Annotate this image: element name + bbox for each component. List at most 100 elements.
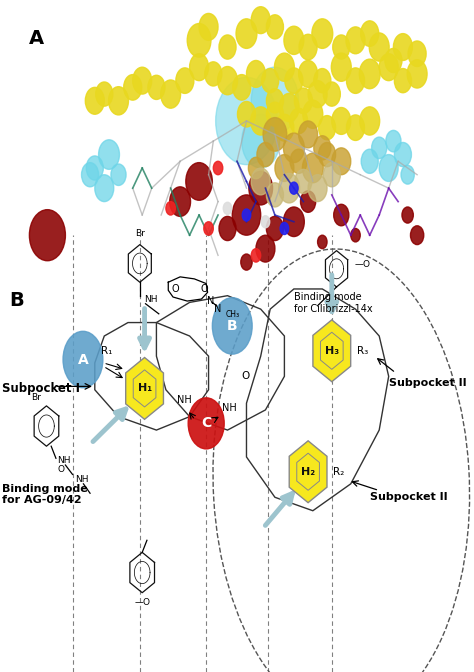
Circle shape xyxy=(249,171,273,205)
Circle shape xyxy=(332,148,351,175)
Circle shape xyxy=(346,68,365,93)
Text: O: O xyxy=(57,465,64,474)
Circle shape xyxy=(301,191,316,212)
Circle shape xyxy=(361,21,379,46)
Circle shape xyxy=(323,163,340,187)
Circle shape xyxy=(248,157,264,179)
Circle shape xyxy=(407,60,427,88)
Circle shape xyxy=(266,102,283,126)
Text: Binding mode
for Cilibrizzi-14x: Binding mode for Cilibrizzi-14x xyxy=(294,292,373,314)
Circle shape xyxy=(295,169,312,194)
Circle shape xyxy=(361,149,378,173)
Circle shape xyxy=(290,182,298,194)
Circle shape xyxy=(251,7,270,34)
Circle shape xyxy=(233,75,251,100)
Text: NH: NH xyxy=(145,294,158,304)
Circle shape xyxy=(385,48,402,73)
Circle shape xyxy=(331,53,351,81)
Circle shape xyxy=(290,108,308,134)
Circle shape xyxy=(346,27,365,54)
Circle shape xyxy=(379,54,398,81)
Circle shape xyxy=(251,249,261,262)
Circle shape xyxy=(133,67,152,94)
Circle shape xyxy=(266,15,283,39)
Circle shape xyxy=(302,153,323,183)
Circle shape xyxy=(205,62,222,86)
Circle shape xyxy=(232,195,261,235)
Circle shape xyxy=(242,209,251,221)
Circle shape xyxy=(261,216,270,228)
Circle shape xyxy=(319,142,336,167)
Circle shape xyxy=(308,175,327,202)
Text: —O: —O xyxy=(134,598,150,607)
Circle shape xyxy=(299,60,318,87)
Circle shape xyxy=(95,175,114,202)
Circle shape xyxy=(394,69,411,93)
Text: Subpocket I: Subpocket I xyxy=(2,382,81,395)
Circle shape xyxy=(148,75,165,99)
Text: B: B xyxy=(9,291,24,310)
Circle shape xyxy=(285,68,303,93)
Circle shape xyxy=(161,80,181,108)
Circle shape xyxy=(257,142,274,167)
Text: NH: NH xyxy=(75,475,88,485)
Circle shape xyxy=(263,118,287,151)
Text: O: O xyxy=(172,284,179,294)
Polygon shape xyxy=(313,320,351,382)
Circle shape xyxy=(170,187,191,216)
Circle shape xyxy=(176,68,194,93)
Circle shape xyxy=(251,67,299,134)
Polygon shape xyxy=(289,441,327,503)
Circle shape xyxy=(216,77,277,165)
Circle shape xyxy=(360,107,380,135)
Text: H₁: H₁ xyxy=(137,384,152,393)
Circle shape xyxy=(190,54,209,81)
Circle shape xyxy=(218,67,237,95)
Text: O: O xyxy=(241,372,250,381)
Circle shape xyxy=(323,82,340,106)
Circle shape xyxy=(212,298,252,354)
Circle shape xyxy=(294,88,312,114)
Circle shape xyxy=(410,226,424,245)
Text: NH: NH xyxy=(177,395,192,405)
Circle shape xyxy=(241,254,252,270)
Circle shape xyxy=(109,87,128,115)
Circle shape xyxy=(386,130,401,152)
Text: N: N xyxy=(207,296,215,306)
Text: H₃: H₃ xyxy=(325,346,339,355)
Circle shape xyxy=(96,82,113,106)
Circle shape xyxy=(251,168,270,195)
Circle shape xyxy=(299,121,318,148)
Text: Br: Br xyxy=(31,393,41,402)
Circle shape xyxy=(333,35,350,59)
Circle shape xyxy=(401,165,414,184)
Text: NH: NH xyxy=(57,456,70,466)
Text: Subpocket II: Subpocket II xyxy=(389,378,466,388)
Text: C: C xyxy=(201,417,211,430)
Text: —O: —O xyxy=(355,260,371,269)
Circle shape xyxy=(393,34,412,60)
Text: CH₃: CH₃ xyxy=(225,310,239,319)
Circle shape xyxy=(219,35,236,59)
Circle shape xyxy=(369,33,389,61)
Circle shape xyxy=(199,13,218,40)
Circle shape xyxy=(262,69,279,93)
Circle shape xyxy=(299,34,317,60)
Circle shape xyxy=(314,136,331,160)
Circle shape xyxy=(213,161,223,175)
Circle shape xyxy=(394,142,411,167)
Polygon shape xyxy=(297,453,319,491)
Circle shape xyxy=(85,87,104,114)
Text: NH: NH xyxy=(222,403,237,413)
Circle shape xyxy=(188,398,224,449)
Circle shape xyxy=(99,140,119,169)
Circle shape xyxy=(379,155,398,181)
Circle shape xyxy=(29,210,65,261)
Circle shape xyxy=(284,26,304,54)
Circle shape xyxy=(402,207,413,223)
Circle shape xyxy=(237,101,255,127)
Circle shape xyxy=(124,75,142,100)
Circle shape xyxy=(319,116,336,140)
Circle shape xyxy=(111,164,126,185)
Text: R₁: R₁ xyxy=(101,346,113,355)
